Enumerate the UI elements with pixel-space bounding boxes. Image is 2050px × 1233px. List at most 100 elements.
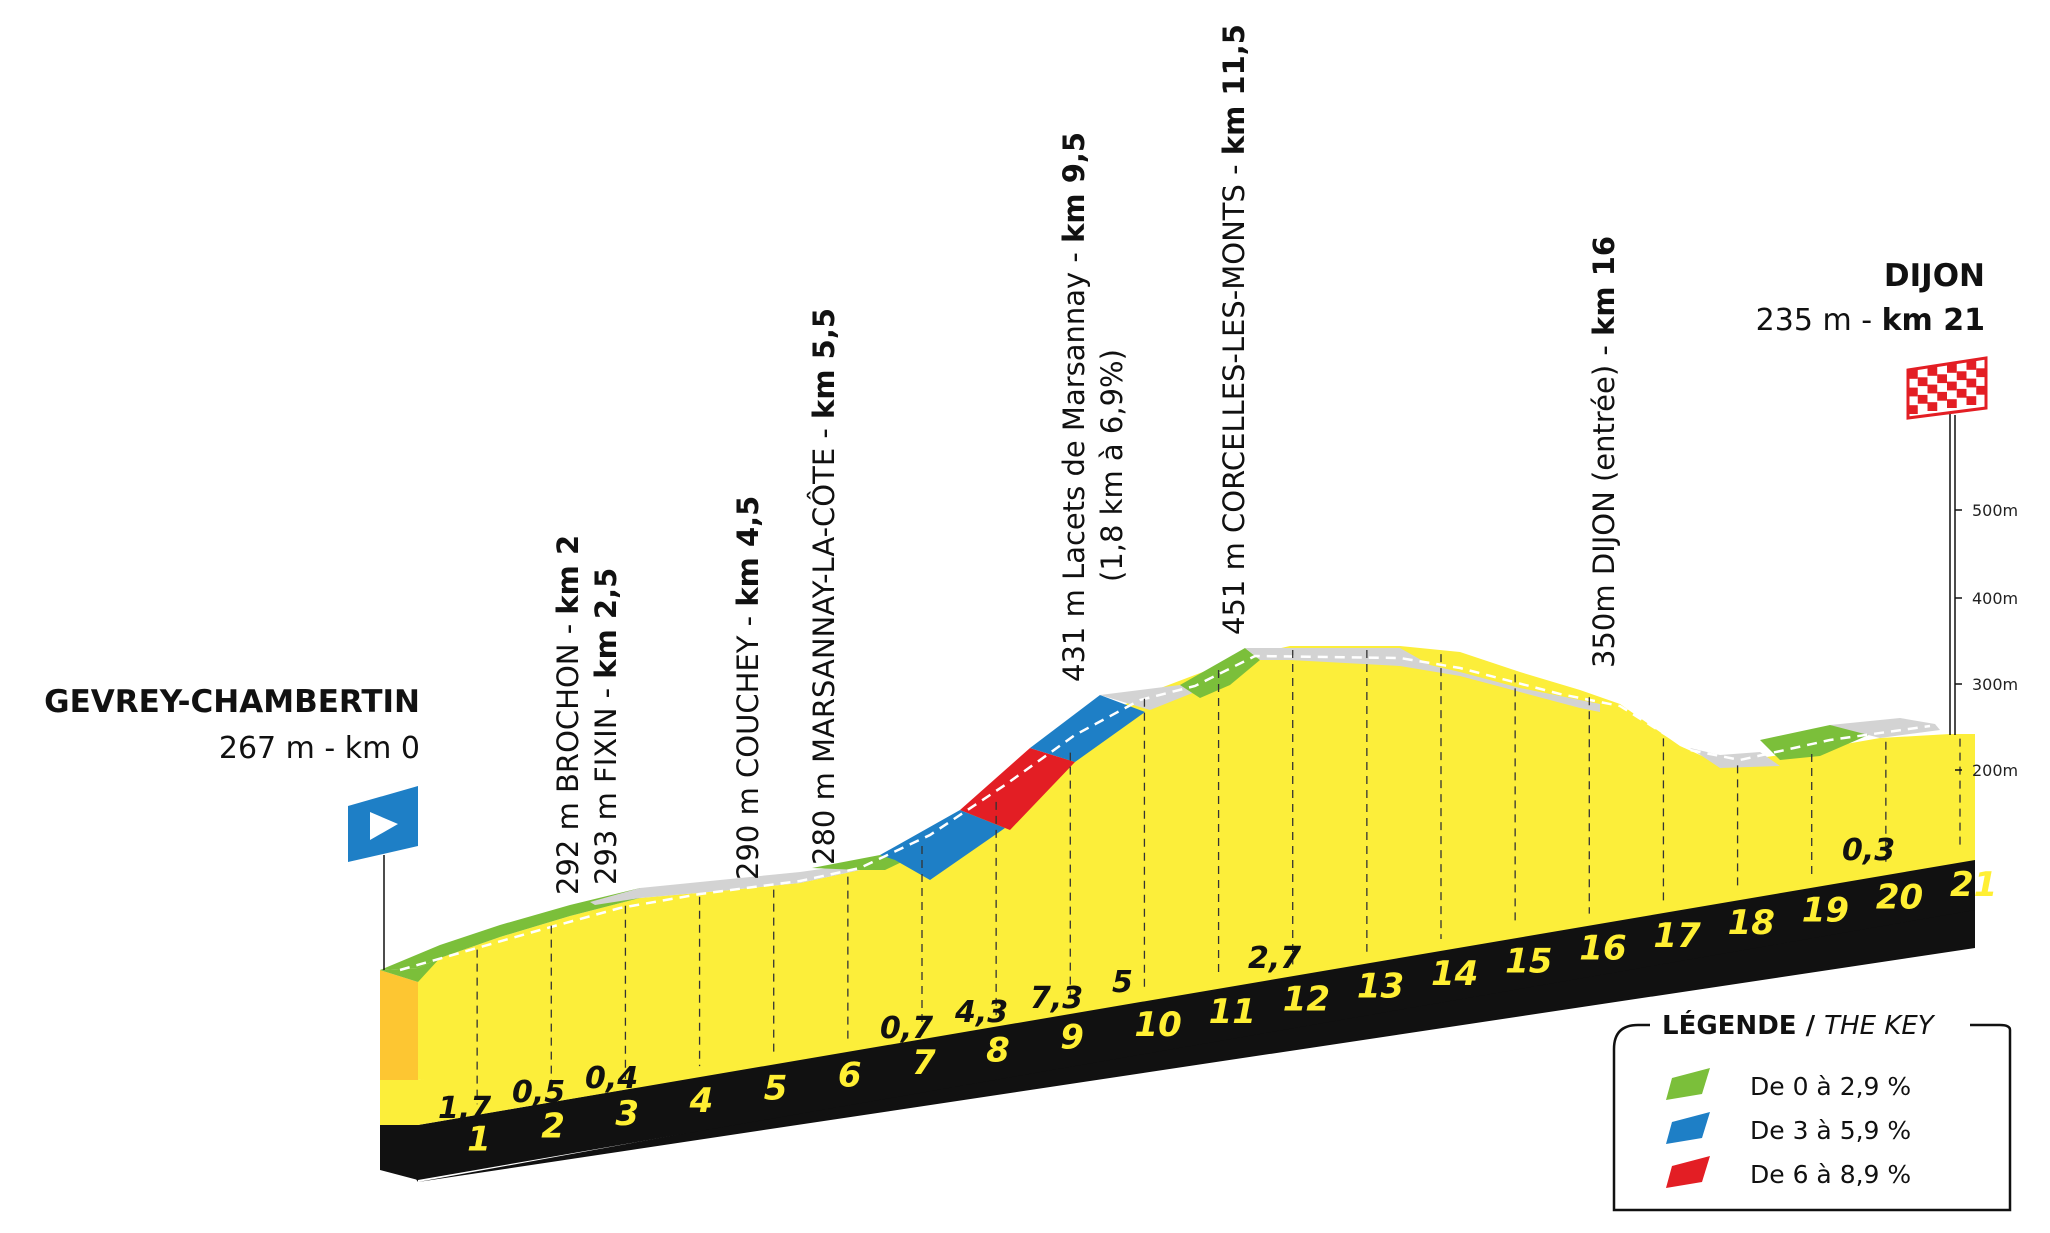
altitude-tick-label: 300m [1972,675,2018,694]
start-city-name: GEVREY-CHAMBERTIN [44,684,420,720]
waypoint-sublabel: (1,8 km à 6,9%) [1095,349,1129,582]
altitude-tick-label: 200m [1972,761,2018,780]
legend-swatch-red [1666,1156,1710,1188]
profile-front-face [380,818,1975,1125]
start-play-icon [370,812,398,840]
km-marker: 8 [986,1030,1010,1070]
finish-flag-square [1976,368,1986,378]
km-marker: 14 [1431,954,1478,994]
road-strip-green [812,855,910,870]
legend-swatch-blue [1666,1112,1710,1144]
start-city-info: 267 m - km 0 [219,731,420,766]
finish-flag-square [1908,370,1918,379]
altitude-axis: 500m 400m 300m 200m [1954,415,2018,780]
km-marker: 15 [1505,941,1552,981]
finish-flag-square [1927,402,1938,411]
gradient-label: 1,7 [438,1091,491,1126]
gradient-label: 4,3 [954,995,1008,1030]
gradient-label: 0,5 [512,1075,565,1110]
km-marker: 13 [1357,967,1404,1007]
road-strip-green [1760,725,1880,760]
finish-flag-square [1956,371,1967,381]
waypoint-label: 292 m BROCHON - km 2 [551,535,585,895]
finish-flag-square [1927,367,1938,376]
km-grid-lines [476,650,1961,1105]
finish-marker: DIJON 235 m - km 21 [1756,258,1988,735]
waypoint-label: 350m DIJON (entrée) - km 16 [1587,236,1621,668]
legend-item-label: De 0 à 2,9 % [1750,1072,1911,1101]
road-strips [380,648,1940,972]
altitude-tick-label: 400m [1972,589,2018,608]
waypoint-labels: 292 m BROCHON - km 2 293 m FIXIN - km 2,… [551,24,1621,895]
gradient-label: 0,4 [585,1061,638,1096]
legend-frame [1612,1023,2012,1212]
km-marker: 6 [838,1056,862,1096]
gradient-labels: 1,7 0,5 0,4 0,7 4,3 7,3 5 2,7 0,3 [438,833,1895,1126]
profile-side-top [380,958,440,982]
finish-city-info: 235 m - km 21 [1756,303,1985,338]
legend-item-label: De 3 à 5,9 % [1750,1116,1911,1145]
road-strip-blue [880,810,1005,880]
km-marker: 3 [615,1094,639,1134]
waypoint-label: 280 m MARSANNAY-LA-CÔTE - km 5,5 [807,308,841,865]
altitude-tick-label: 500m [1972,501,2018,520]
finish-flag-square [1908,405,1918,414]
km-marker: 18 [1728,903,1775,943]
profile-base-front [380,858,1975,1180]
km-marker: 7 [912,1043,936,1083]
road-strip-grey [1690,748,1780,768]
finish-flag-square [1956,388,1967,398]
finish-flag-square [1966,361,1977,370]
finish-flag-icon [1906,356,1988,420]
km-marker: 1 [467,1119,491,1159]
finish-flag-square [1966,378,1977,388]
profile-face [418,646,1975,1080]
road-centre-line [399,654,1931,972]
finish-flag-square [1917,394,1928,404]
legend-swatch-green [1666,1068,1710,1100]
km-marker: 10 [1134,1005,1181,1045]
km-marker: 21 [1950,865,1997,905]
legend-item-label: De 6 à 8,9 % [1750,1160,1911,1189]
waypoint-label: 290 m COUCHEY - km 4,5 [731,496,765,880]
km-marker: 12 [1283,979,1330,1019]
gradient-label: 5 [1112,965,1133,1000]
gradient-label: 0,3 [1842,833,1895,868]
km-marker: 5 [764,1068,788,1108]
finish-flag-square [1908,387,1918,397]
profile-side [380,970,418,1080]
waypoint-label: 451 m CORCELLES-LES-MONTS - km 11,5 [1217,24,1251,635]
profile-body [380,646,1975,1182]
gradient-label: 7,3 [1030,981,1083,1016]
waypoint-label: 293 m FIXIN - km 2,5 [589,568,623,885]
legend: LÉGENDE / THE KEY De 0 à 2,9 % De 3 à 5,… [1612,1009,2012,1212]
waypoint-label: 431 m Lacets de Marsannay - km 9,5 [1057,132,1091,682]
finish-flag-square [1917,377,1928,387]
road-strip-green [380,888,640,970]
finish-flag-square [1937,391,1947,401]
finish-flag-square [1947,381,1957,391]
km-marker: 16 [1579,929,1626,969]
km-marker: 2 [541,1107,565,1147]
finish-flag-square [1976,385,1986,395]
km-marker: 9 [1060,1018,1084,1058]
gradient-label: 0,7 [880,1011,933,1046]
km-markers: 1 2 3 4 5 6 7 8 9 10 11 12 13 14 15 16 17 18 19 20 21 [467,865,1997,1159]
finish-flag-square [1966,396,1977,405]
km-marker: 4 [689,1081,714,1121]
km-marker: 19 [1802,890,1849,930]
road-strip-grey [590,865,860,905]
km-marker: 20 [1876,878,1923,918]
finish-flag-square [1947,399,1957,408]
finish-flag-square [1947,364,1957,373]
km-marker: 17 [1653,916,1701,956]
finish-city-name: DIJON [1884,258,1985,294]
road-strip-grey [1830,718,1940,738]
road-strip-red [960,748,1075,830]
gradient-label: 2,7 [1248,941,1301,976]
start-marker: GEVREY-CHAMBERTIN 267 m - km 0 [44,684,420,970]
km-marker: 11 [1209,992,1256,1032]
finish-flag-square [1937,374,1947,384]
